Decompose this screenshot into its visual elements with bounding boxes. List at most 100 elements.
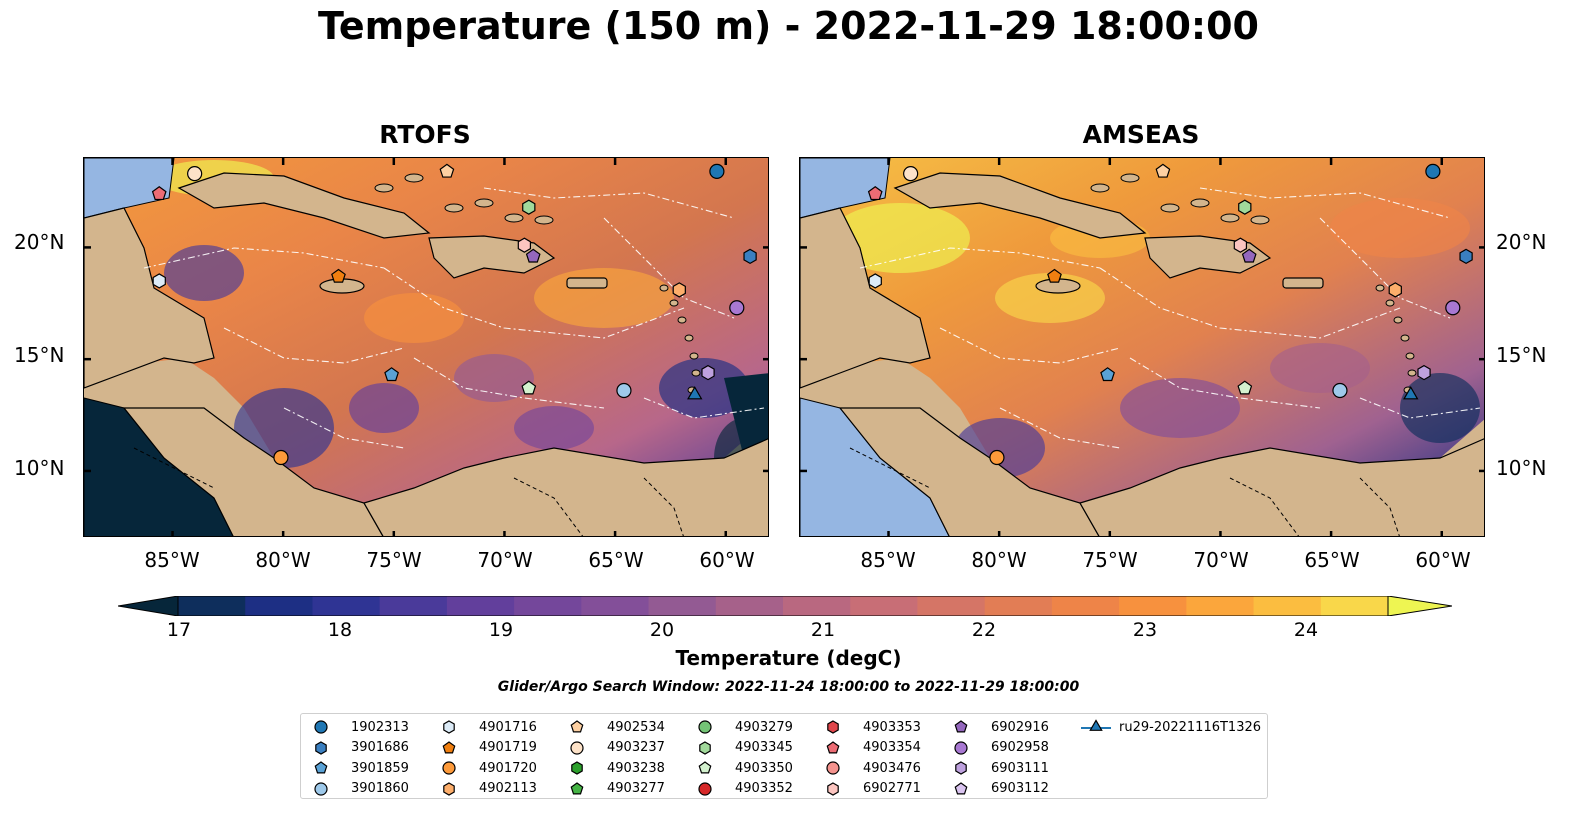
- lat-label-15-left: 15°N: [14, 343, 65, 367]
- colorbar-bin: [1253, 596, 1322, 616]
- map-marker-4903345-rtofs: [522, 199, 536, 215]
- legend-label: 3901860: [351, 781, 409, 796]
- legend-item-4903345: 4903345: [695, 738, 793, 758]
- legend-item-4903279: 4903279: [695, 717, 793, 737]
- map-marker-4903354-rtofs: [151, 186, 167, 201]
- lat-label-10-right: 10°N: [1496, 456, 1547, 480]
- pentagon-icon: [954, 781, 968, 794]
- legend-item-4903354: 4903354: [823, 738, 921, 758]
- panel-title-amseas: AMSEAS: [1082, 120, 1200, 149]
- legend-label: 4903279: [735, 719, 793, 735]
- map-marker-6902771-amseas: [1233, 237, 1248, 253]
- lon-label-60-rtofs: 60°W: [699, 548, 755, 572]
- colorbar-bin: [917, 596, 986, 616]
- hexagon-icon: [443, 781, 455, 796]
- legend-item-6903111: 6903111: [951, 758, 1049, 778]
- legend-item-4903476: 4903476: [823, 758, 921, 778]
- legend-item-3901859: 3901859: [311, 758, 409, 778]
- lat-label-20-right: 20°N: [1496, 230, 1547, 254]
- legend-item-4903350: 4903350: [695, 758, 793, 778]
- legend-label: ru29-20221116T1326: [1119, 719, 1262, 735]
- legend-label: 4901720: [479, 760, 537, 776]
- map-marker-4903350-rtofs: [521, 380, 537, 395]
- colorbar-tick-21: 21: [810, 619, 836, 641]
- lon-label-65-amseas: 65°W: [1304, 548, 1360, 572]
- circle-icon: [954, 740, 968, 755]
- legend-item-4903353: 4903353: [823, 717, 921, 737]
- legend-item-4901716: 4901716: [439, 717, 537, 737]
- legend-item-3901686: 3901686: [311, 738, 409, 758]
- lat-label-15-right: 15°N: [1496, 343, 1547, 367]
- map-marker-4903345-amseas: [1238, 199, 1252, 215]
- colorbar-bin: [581, 596, 650, 616]
- legend-item-4903277: 4903277: [567, 779, 665, 799]
- legend-label: 4902113: [479, 781, 537, 796]
- colorbar-bin: [648, 596, 717, 616]
- map-marker-1902313-amseas: [1425, 163, 1441, 180]
- map-marker-4901716-rtofs: [152, 273, 166, 289]
- map-marker-4901716-amseas: [868, 273, 882, 289]
- colorbar-extend-low: [117, 595, 179, 617]
- hexagon-icon: [955, 761, 967, 775]
- legend-item-1902313: 1902313: [311, 717, 409, 737]
- legend-label: 4901716: [479, 719, 537, 735]
- legend-item-6902771: 6902771: [823, 779, 921, 799]
- legend-item-6902958: 6902958: [951, 738, 1049, 758]
- triangle-icon: [1081, 719, 1111, 731]
- legend-item-6903112: 6903112: [951, 779, 1049, 799]
- hexagon-icon: [827, 720, 839, 734]
- colorbar-tick-19: 19: [488, 619, 514, 641]
- pentagon-icon: [698, 761, 712, 774]
- colorbar-bin: [984, 596, 1053, 616]
- map-marker-4903354-amseas: [867, 186, 883, 201]
- map-panel-rtofs: [83, 157, 769, 537]
- map-marker-4903237-amseas: [903, 166, 919, 182]
- legend-item-6902916: 6902916: [951, 717, 1049, 737]
- lat-label-10-left: 10°N: [14, 456, 65, 480]
- map-marker-3901860-rtofs: [616, 382, 632, 399]
- colorbar-tick-20: 20: [649, 619, 675, 641]
- map-panel-amseas: [799, 157, 1485, 537]
- colorbar-bin: [1186, 596, 1255, 616]
- map-marker-4902534-amseas: [1155, 163, 1171, 178]
- legend-item-4903237: 4903237: [567, 738, 665, 758]
- colorbar-label: Temperature (degC): [675, 646, 902, 670]
- pentagon-icon: [954, 720, 968, 733]
- platform-legend: 1902313 3901686 3901859 3901860 4901716 49017…: [300, 713, 1268, 799]
- lon-label-75-amseas: 75°W: [1082, 548, 1138, 572]
- map-marker-6902958-amseas: [1445, 300, 1461, 316]
- legend-item-4903352: 4903352: [695, 779, 793, 799]
- panel-title-rtofs: RTOFS: [379, 120, 471, 149]
- legend-item-4903238: 4903238: [567, 758, 665, 778]
- hexagon-icon: [699, 740, 711, 755]
- colorbar: [117, 595, 1453, 617]
- legend-label: 6903111: [991, 760, 1049, 776]
- map-marker-4903350-amseas: [1237, 380, 1253, 395]
- lon-label-65-rtofs: 65°W: [588, 548, 644, 572]
- colorbar-bin: [178, 596, 246, 616]
- colorbar-tick-22: 22: [971, 619, 997, 641]
- legend-label: 4903237: [607, 740, 665, 755]
- search-window-caption: Glider/Argo Search Window: 2022-11-24 18…: [497, 679, 1080, 695]
- pentagon-icon: [570, 720, 584, 733]
- legend-item-4902113: 4902113: [439, 779, 537, 799]
- colorbar-bin: [446, 596, 515, 616]
- legend-label: 3901686: [351, 740, 409, 755]
- map-marker-4902113-rtofs: [672, 282, 686, 298]
- map-marker-4901719-rtofs: [331, 268, 346, 283]
- map-marker-6902771-rtofs: [517, 237, 532, 253]
- lon-label-85-amseas: 85°W: [860, 548, 916, 572]
- colorbar-bin: [514, 596, 582, 616]
- map-marker-6903111-rtofs: [701, 364, 715, 381]
- circle-icon: [698, 720, 712, 734]
- lon-label-80-rtofs: 80°W: [255, 548, 311, 572]
- legend-label: 4901719: [479, 740, 537, 755]
- map-marker-6903111-amseas: [1417, 364, 1431, 381]
- legend-label: 4903354: [863, 740, 921, 755]
- map-marker-4901720-amseas: [989, 449, 1005, 466]
- legend-label: 4903277: [607, 781, 665, 796]
- pentagon-icon: [826, 740, 840, 753]
- hexagon-icon: [315, 740, 327, 755]
- legend-label: 4903350: [735, 760, 793, 776]
- legend-label: 4903352: [735, 781, 793, 796]
